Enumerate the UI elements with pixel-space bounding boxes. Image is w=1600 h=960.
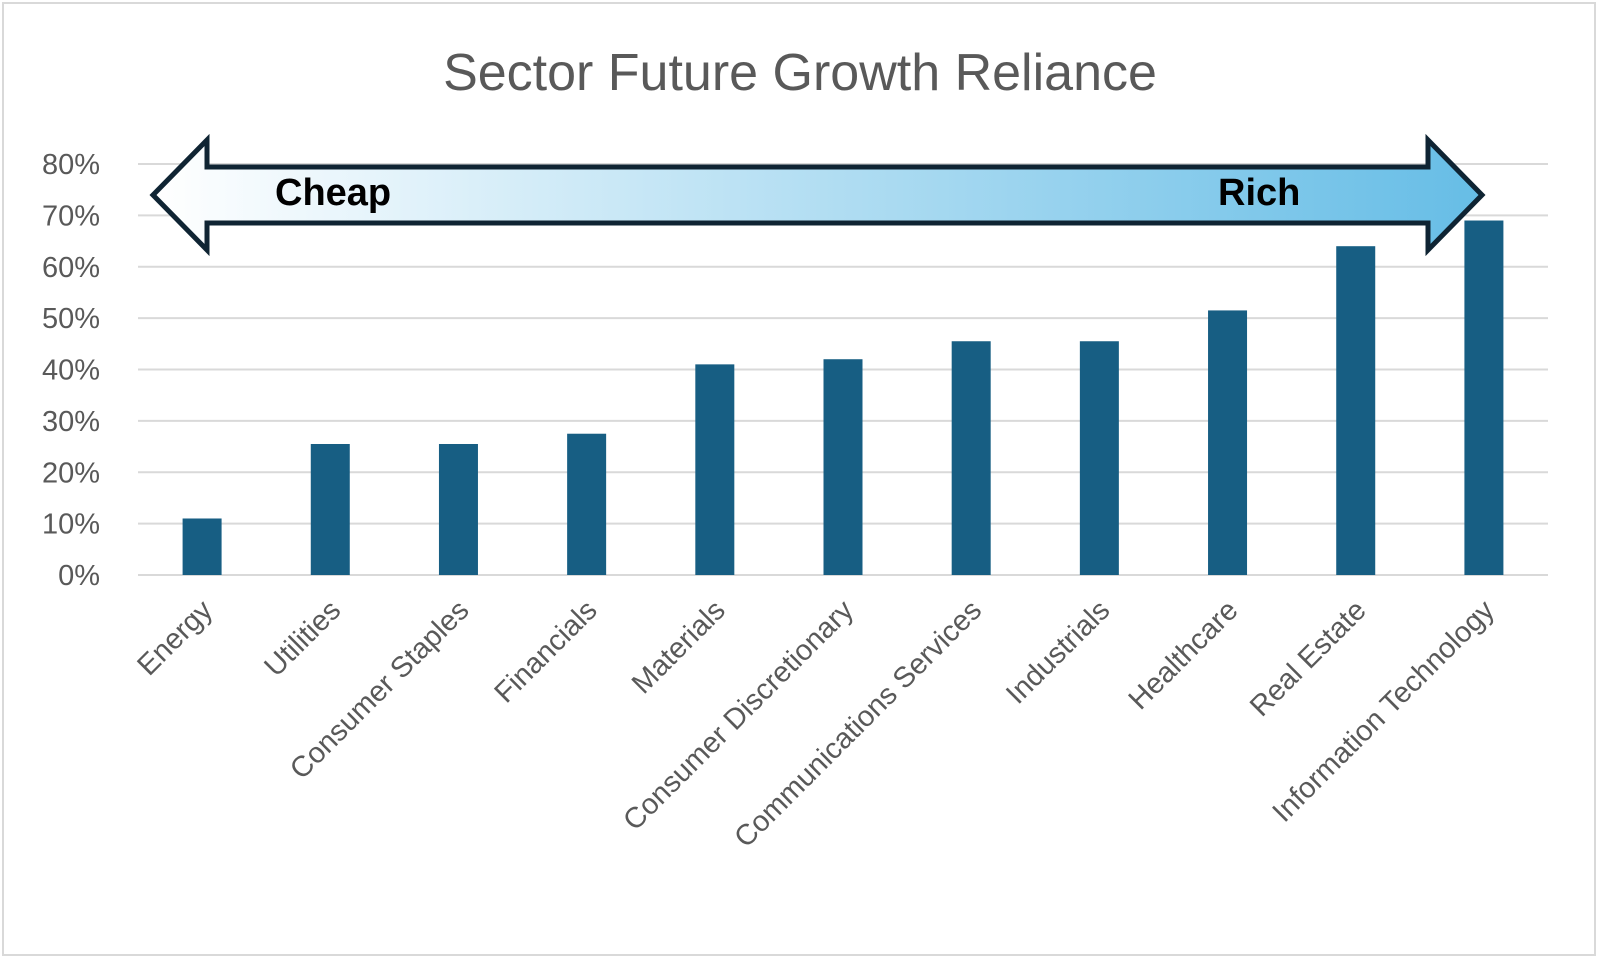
y-tick-label: 40% [42,355,100,387]
x-category-label: Utilities [259,594,348,683]
bars [182,220,1504,575]
y-axis-tick-labels: 0% 10% 20% 30% 40% 50% 60% 70% 80% [42,149,100,592]
bar-utilities [310,443,350,575]
x-category-label: Healthcare [1123,594,1245,716]
bar-communications-services [951,341,991,575]
bar-industrials [1079,341,1119,575]
x-category-label: Materials [626,594,732,700]
x-category-label: Energy [131,594,219,682]
gridlines [138,163,1548,576]
double-arrow-icon [149,133,1486,257]
y-tick-label: 50% [42,303,100,335]
bar-financials [567,433,607,575]
y-tick-label: 20% [42,457,100,489]
x-category-label: Industrials [1000,594,1116,710]
arrow-label-cheap: Cheap [275,172,391,214]
bar-healthcare [1208,310,1248,575]
x-category-label: Financials [489,594,604,709]
y-tick-label: 70% [42,200,100,232]
y-tick-label: 10% [42,509,100,541]
cheap-rich-double-arrow: Cheap Rich [149,133,1486,257]
chart-title: Sector Future Growth Reliance [443,44,1157,102]
arrow-label-rich: Rich [1218,172,1300,214]
bar-materials [695,364,735,575]
x-category-label: Communications Services [728,594,988,854]
y-tick-label: 0% [58,560,100,592]
y-tick-label: 60% [42,252,100,284]
y-tick-label: 30% [42,406,100,438]
bar-real-estate [1336,246,1376,575]
bar-information-technology [1464,220,1504,575]
x-category-label: Information Technology [1267,594,1502,829]
bar-consumer-discretionary [823,359,863,575]
x-category-label: Real Estate [1244,594,1373,723]
y-tick-label: 80% [42,149,100,181]
bar-consumer-staples [438,443,478,575]
bar-energy [182,518,222,575]
x-category-label: Consumer Discretionary [617,594,860,837]
